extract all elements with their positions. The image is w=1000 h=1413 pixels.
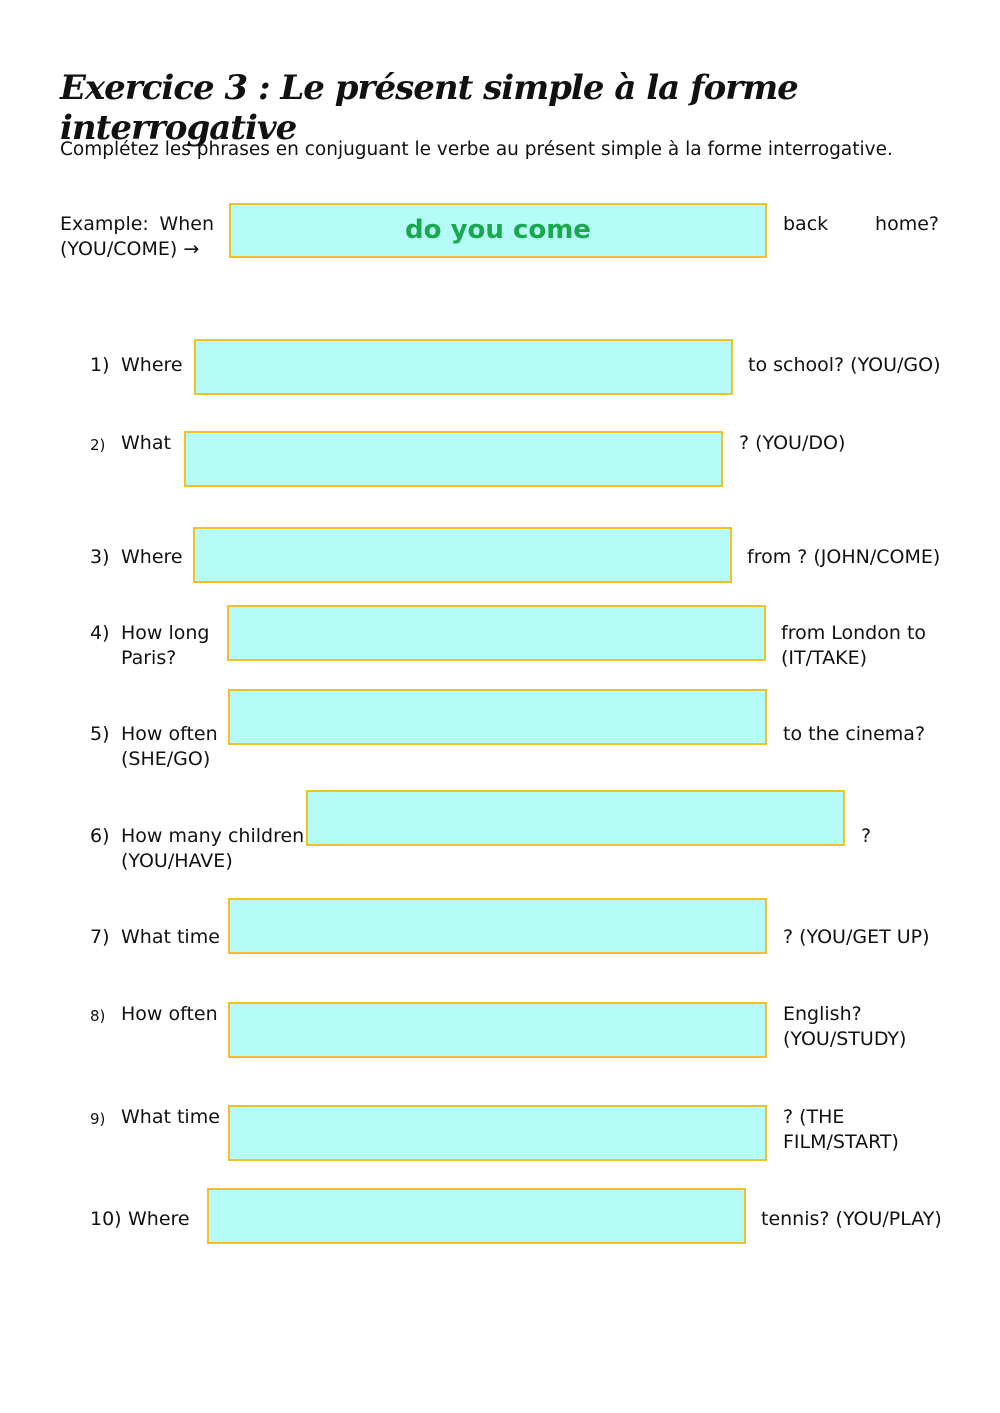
item-prefix: Where (121, 354, 183, 376)
item-suffix: ? (861, 825, 872, 847)
item-prefix: How long (121, 622, 210, 644)
item-suffix: (IT/TAKE) (781, 647, 868, 669)
item-number: 4) (90, 622, 110, 644)
item-suffix: (YOU/STUDY) (783, 1028, 907, 1050)
item-number: 10) (90, 1208, 122, 1230)
answer-input[interactable] (194, 339, 733, 395)
item-suffix: from London to (781, 622, 927, 644)
answer-input[interactable] (228, 689, 767, 745)
item-suffix: from ? (JOHN/COME) (747, 546, 941, 568)
answer-input[interactable] (228, 1105, 767, 1161)
item-number: 5) (90, 723, 110, 745)
item-number: 2) (90, 436, 106, 454)
item-prefix: (SHE/GO) (121, 748, 211, 770)
item-suffix: ? (YOU/GET UP) (783, 926, 930, 948)
item-prefix: How many children (121, 825, 305, 847)
item-prefix: Paris? (121, 647, 177, 669)
instruction: Complétez les phrases en conjuguant le v… (60, 139, 893, 160)
item-suffix: ? (YOU/DO) (739, 432, 846, 454)
item-number: 3) (90, 546, 110, 568)
answer-input[interactable] (228, 898, 767, 954)
item-suffix: to school? (YOU/GO) (748, 354, 941, 376)
item-suffix: to the cinema? (783, 723, 926, 745)
example-prefix: (YOU/COME) → (60, 238, 200, 260)
item-number: 6) (90, 825, 110, 847)
item-prefix: (YOU/HAVE) (121, 850, 233, 872)
item-prefix: How often (121, 1003, 218, 1025)
item-prefix: What time (121, 926, 220, 948)
item-suffix: ? (THE (783, 1106, 845, 1128)
example-prefix: Example: When (60, 213, 214, 235)
answer-input[interactable] (228, 1002, 767, 1058)
item-prefix: Where (128, 1208, 190, 1230)
item-suffix: FILM/START) (783, 1131, 899, 1153)
answer-input[interactable] (306, 790, 845, 846)
item-prefix: Where (121, 546, 183, 568)
answer-input[interactable] (207, 1188, 746, 1244)
answer-input[interactable] (184, 431, 723, 487)
item-suffix: tennis? (YOU/PLAY) (761, 1208, 942, 1230)
item-prefix: What time (121, 1106, 220, 1128)
item-prefix: How often (121, 723, 218, 745)
item-number: 1) (90, 354, 110, 376)
example-suffix: back home? (783, 213, 939, 235)
answer-box: do you come (229, 203, 767, 258)
answer-input[interactable] (193, 527, 732, 583)
answer-input[interactable] (227, 605, 766, 661)
item-number: 8) (90, 1007, 106, 1025)
item-prefix: What (121, 432, 171, 454)
item-suffix: English? (783, 1003, 862, 1025)
item-number: 9) (90, 1110, 106, 1128)
item-number: 7) (90, 926, 110, 948)
title: Exercice 3 : Le présent simple à la form… (60, 68, 799, 148)
